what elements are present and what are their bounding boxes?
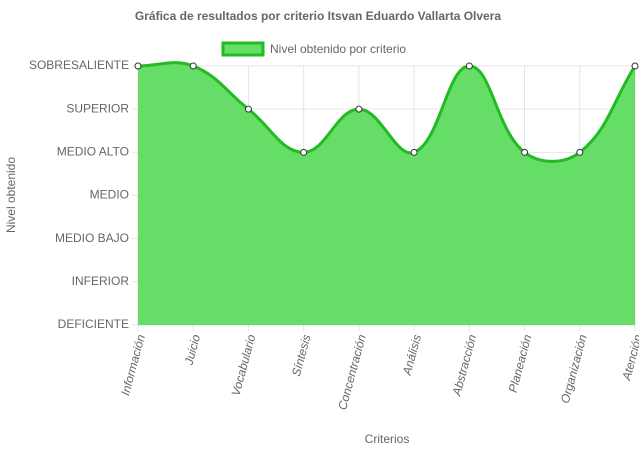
- point: [410, 148, 418, 156]
- y-tick-label: MEDIO ALTO: [57, 145, 129, 159]
- x-axis-title: Criterios: [365, 432, 410, 446]
- y-axis-title: Nivel obtenido: [4, 157, 18, 233]
- x-tick-label: Juicio: [181, 333, 203, 368]
- x-tick-label: Información: [118, 333, 148, 397]
- legend-label: Nivel obtenido por criterio: [270, 42, 406, 56]
- x-tick-label: Concentración: [335, 333, 369, 412]
- point: [244, 105, 252, 113]
- point: [465, 62, 473, 70]
- point: [521, 148, 529, 156]
- y-tick-label: SUPERIOR: [66, 101, 129, 115]
- y-tick-label: DEFICIENTE: [58, 317, 129, 331]
- point: [134, 62, 142, 70]
- x-tick-label: Organización: [558, 333, 590, 405]
- line: [137, 61, 637, 163]
- x-tick-label: Síntesis: [289, 333, 314, 378]
- x-tick-label: Planeación: [506, 333, 535, 394]
- y-tick-label: SOBRESALIENTE: [29, 58, 129, 72]
- y-tick-label: MEDIO: [90, 188, 129, 202]
- x-tick-label: Vocabulario: [229, 333, 259, 398]
- point: [300, 148, 308, 156]
- x-tick-label: Análisis: [400, 333, 424, 378]
- point: [631, 62, 639, 70]
- area: [138, 62, 635, 326]
- point: [189, 62, 197, 70]
- x-tick-label: Abstracción: [449, 333, 479, 398]
- y-tick-label: INFERIOR: [72, 274, 130, 288]
- chart-title: Gráfica de resultados por criterio Itsva…: [135, 9, 501, 23]
- x-tick-label: Atención: [619, 333, 639, 383]
- point: [355, 105, 363, 113]
- point: [576, 148, 584, 156]
- legend-swatch: [221, 41, 265, 57]
- y-tick-label: MEDIO BAJO: [55, 231, 129, 245]
